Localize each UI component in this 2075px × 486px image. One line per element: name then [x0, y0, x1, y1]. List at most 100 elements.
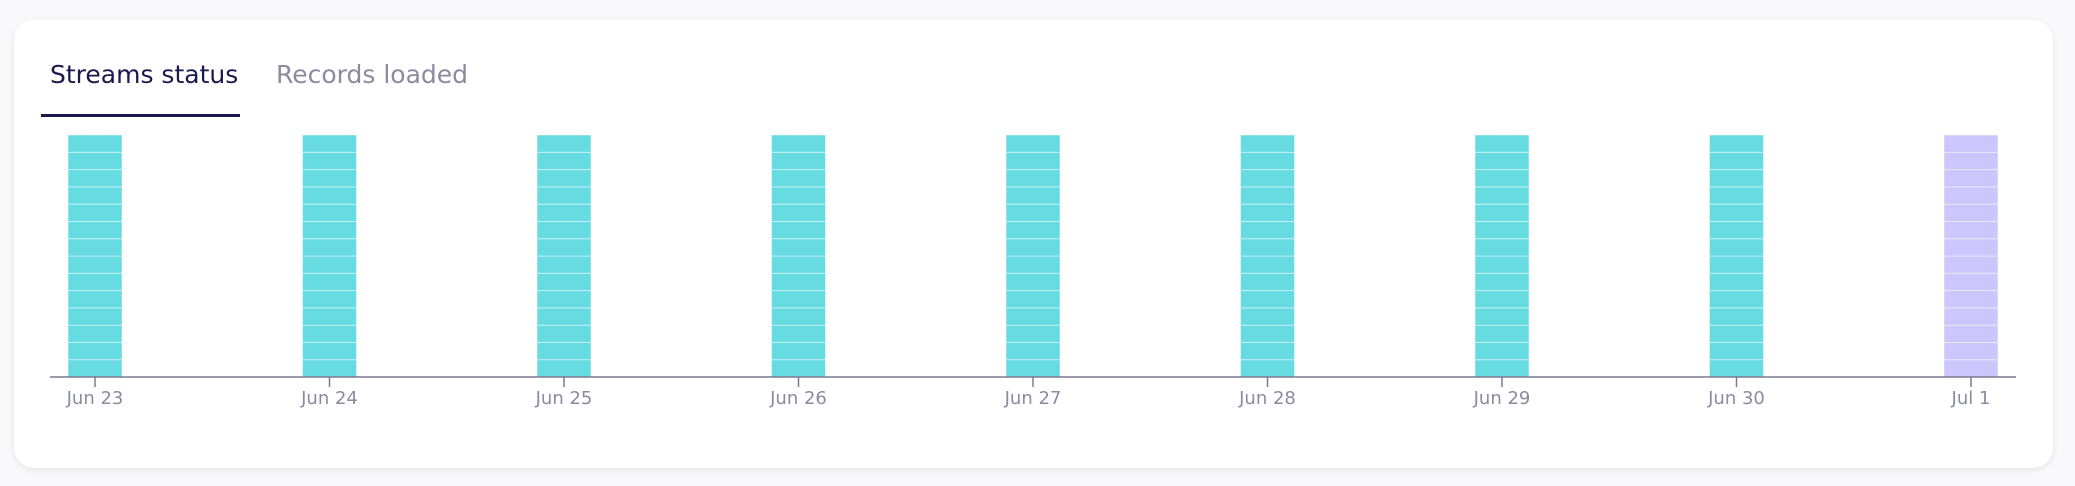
- bar-segment: [1709, 290, 1764, 309]
- x-tick-label: Jun 23: [66, 388, 124, 409]
- bar-segment: [1474, 341, 1530, 361]
- bar-segment: [1709, 186, 1764, 205]
- bar-segment: [67, 203, 123, 222]
- bar-segment: [536, 169, 592, 188]
- bar-segment: [1240, 151, 1295, 171]
- bar-segment: [771, 324, 826, 343]
- bar-segment: [771, 203, 826, 222]
- bar-segment: [1005, 290, 1061, 309]
- bar-segment: [1474, 203, 1530, 222]
- bar-segment: [67, 186, 123, 205]
- bar-segment: [1474, 186, 1530, 205]
- bar-segment: [1474, 151, 1530, 171]
- bar-segment: [1709, 359, 1764, 378]
- bar-segment: [1240, 169, 1295, 188]
- bar-segment: [1474, 324, 1530, 343]
- bar-segment: [771, 186, 826, 205]
- x-tick-label: Jun 25: [535, 388, 593, 409]
- bar-segment: [1474, 255, 1530, 274]
- bar-segment: [536, 186, 592, 205]
- bar-segment: [1005, 169, 1061, 188]
- bar-segment: [1709, 255, 1764, 274]
- bar-segment: [1943, 220, 1999, 240]
- bar-segment: [1474, 359, 1530, 378]
- bar-segment: [1709, 272, 1764, 292]
- x-tick-label: Jun 27: [1004, 388, 1062, 409]
- x-tick-label: Jun 24: [300, 388, 358, 409]
- bar-segment: [1005, 134, 1061, 153]
- bar-segment: [1240, 290, 1295, 309]
- bar-segment: [67, 169, 123, 188]
- bar-segment: [1005, 220, 1061, 240]
- bar-segment: [536, 290, 592, 309]
- bar-segment: [536, 220, 592, 240]
- bar-segment: [302, 151, 357, 171]
- bar-segment: [1240, 307, 1295, 326]
- bar-segment: [536, 151, 592, 171]
- bar-segment: [1005, 341, 1061, 361]
- bar-segment: [1943, 359, 1999, 378]
- bar-segment: [67, 290, 123, 309]
- bar-segment: [536, 341, 592, 361]
- bar-segment: [771, 238, 826, 257]
- bar-segment: [536, 255, 592, 274]
- bar-segment: [536, 134, 592, 153]
- bar-segment: [1943, 186, 1999, 205]
- bar-segment: [1005, 151, 1061, 171]
- bar-segment: [302, 134, 357, 153]
- bar-segment: [771, 341, 826, 361]
- bar-segment: [302, 272, 357, 292]
- bar-segment: [67, 324, 123, 343]
- bar-segment: [1240, 203, 1295, 222]
- tab[interactable]: Streams status: [50, 60, 239, 89]
- bar-segment: [1709, 134, 1764, 153]
- bar-segment: [771, 255, 826, 274]
- bar-segment: [1240, 238, 1295, 257]
- bar-segment: [1709, 169, 1764, 188]
- bar-segment: [1943, 169, 1999, 188]
- bar-segment: [536, 238, 592, 257]
- bar-segment: [302, 203, 357, 222]
- bar-segment: [1943, 134, 1999, 153]
- bar-segment: [302, 255, 357, 274]
- bar-segment: [67, 151, 123, 171]
- bar-segment: [536, 307, 592, 326]
- bar-segment: [302, 238, 357, 257]
- bar-segment: [536, 272, 592, 292]
- bar-segment: [1474, 290, 1530, 309]
- bar-segment: [1240, 359, 1295, 378]
- bar-segment: [1943, 151, 1999, 171]
- bar-segment: [536, 324, 592, 343]
- bar-segment: [302, 341, 357, 361]
- bar-segment: [1943, 324, 1999, 343]
- bar-segment: [67, 238, 123, 257]
- bar-segment: [1240, 255, 1295, 274]
- bar-segment: [536, 203, 592, 222]
- bar-segment: [1474, 134, 1530, 153]
- bar-segment: [1005, 203, 1061, 222]
- bar-segment: [536, 359, 592, 378]
- bar-segment: [771, 220, 826, 240]
- bar-segment: [1005, 238, 1061, 257]
- bar-segment: [1943, 272, 1999, 292]
- bar-segment: [771, 290, 826, 309]
- bar-segment: [771, 359, 826, 378]
- bar-segment: [1005, 324, 1061, 343]
- bar-segment: [1240, 186, 1295, 205]
- bar-segment: [1005, 307, 1061, 326]
- bar-segment: [1240, 134, 1295, 153]
- bar-segment: [67, 220, 123, 240]
- bar-segment: [1474, 169, 1530, 188]
- tab[interactable]: Records loaded: [276, 60, 469, 89]
- x-tick-label: Jun 28: [1238, 388, 1296, 409]
- x-tick-label: Jun 26: [769, 388, 827, 409]
- bar-segment: [1709, 307, 1764, 326]
- bar-segment: [1709, 203, 1764, 222]
- bar-segment: [302, 307, 357, 326]
- bar-segment: [1709, 341, 1764, 361]
- bar-segment: [302, 359, 357, 378]
- bar-segment: [1240, 341, 1295, 361]
- bar-segment: [67, 341, 123, 361]
